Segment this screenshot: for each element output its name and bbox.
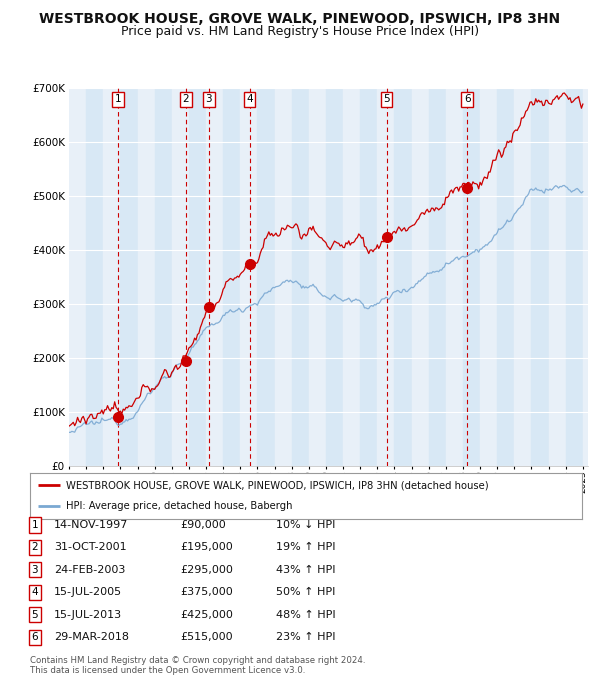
Text: £90,000: £90,000 xyxy=(180,520,226,530)
Bar xyxy=(86,88,103,466)
Bar xyxy=(583,88,600,466)
Text: WESTBROOK HOUSE, GROVE WALK, PINEWOOD, IPSWICH, IP8 3HN (detached house): WESTBROOK HOUSE, GROVE WALK, PINEWOOD, I… xyxy=(66,480,488,490)
Bar xyxy=(189,88,206,466)
Text: 6: 6 xyxy=(464,95,470,104)
Text: 4: 4 xyxy=(31,588,38,597)
Text: 43% ↑ HPI: 43% ↑ HPI xyxy=(276,565,335,575)
Text: 14-NOV-1997: 14-NOV-1997 xyxy=(54,520,128,530)
Bar xyxy=(137,88,155,466)
Bar xyxy=(497,88,514,466)
Text: 5: 5 xyxy=(31,610,38,619)
Text: 31-OCT-2001: 31-OCT-2001 xyxy=(54,543,127,552)
Text: HPI: Average price, detached house, Babergh: HPI: Average price, detached house, Babe… xyxy=(66,501,292,511)
Bar xyxy=(206,88,223,466)
Bar xyxy=(412,88,429,466)
Bar xyxy=(566,88,583,466)
Bar xyxy=(343,88,360,466)
Bar xyxy=(532,88,548,466)
Bar xyxy=(69,88,86,466)
Bar xyxy=(121,88,137,466)
Bar xyxy=(446,88,463,466)
Text: £375,000: £375,000 xyxy=(180,588,233,597)
Text: 4: 4 xyxy=(246,95,253,104)
Text: 15-JUL-2013: 15-JUL-2013 xyxy=(54,610,122,619)
Text: 2: 2 xyxy=(182,95,190,104)
Text: WESTBROOK HOUSE, GROVE WALK, PINEWOOD, IPSWICH, IP8 3HN: WESTBROOK HOUSE, GROVE WALK, PINEWOOD, I… xyxy=(40,12,560,27)
Text: 2: 2 xyxy=(31,543,38,552)
Text: 1: 1 xyxy=(31,520,38,530)
Text: 29-MAR-2018: 29-MAR-2018 xyxy=(54,632,129,642)
Bar xyxy=(480,88,497,466)
Bar xyxy=(326,88,343,466)
Text: Price paid vs. HM Land Registry's House Price Index (HPI): Price paid vs. HM Land Registry's House … xyxy=(121,25,479,38)
Text: £425,000: £425,000 xyxy=(180,610,233,619)
Bar xyxy=(394,88,412,466)
Text: £295,000: £295,000 xyxy=(180,565,233,575)
Text: 15-JUL-2005: 15-JUL-2005 xyxy=(54,588,122,597)
Text: This data is licensed under the Open Government Licence v3.0.: This data is licensed under the Open Gov… xyxy=(30,666,305,675)
Text: 3: 3 xyxy=(31,565,38,575)
Bar xyxy=(463,88,480,466)
Text: 48% ↑ HPI: 48% ↑ HPI xyxy=(276,610,335,619)
Bar xyxy=(172,88,189,466)
Text: £195,000: £195,000 xyxy=(180,543,233,552)
Text: 50% ↑ HPI: 50% ↑ HPI xyxy=(276,588,335,597)
Text: 19% ↑ HPI: 19% ↑ HPI xyxy=(276,543,335,552)
Text: 10% ↓ HPI: 10% ↓ HPI xyxy=(276,520,335,530)
Bar xyxy=(223,88,240,466)
Bar xyxy=(309,88,326,466)
Text: 23% ↑ HPI: 23% ↑ HPI xyxy=(276,632,335,642)
Text: 3: 3 xyxy=(205,95,212,104)
Bar xyxy=(377,88,394,466)
Bar xyxy=(257,88,275,466)
Bar xyxy=(514,88,532,466)
Text: £515,000: £515,000 xyxy=(180,632,233,642)
Text: Contains HM Land Registry data © Crown copyright and database right 2024.: Contains HM Land Registry data © Crown c… xyxy=(30,656,365,665)
Bar xyxy=(275,88,292,466)
Text: 24-FEB-2003: 24-FEB-2003 xyxy=(54,565,125,575)
Bar xyxy=(360,88,377,466)
Text: 1: 1 xyxy=(115,95,121,104)
Text: 6: 6 xyxy=(31,632,38,642)
Text: 5: 5 xyxy=(383,95,390,104)
Bar xyxy=(429,88,446,466)
Bar xyxy=(103,88,121,466)
Bar xyxy=(155,88,172,466)
Bar xyxy=(292,88,309,466)
Bar xyxy=(548,88,566,466)
Bar xyxy=(240,88,257,466)
